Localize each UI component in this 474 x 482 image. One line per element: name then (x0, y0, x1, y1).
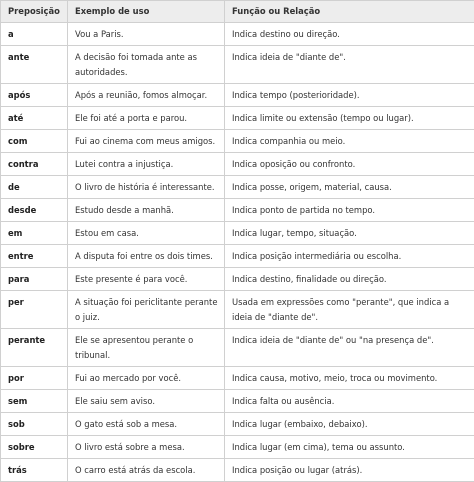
example-cell: Fui ao mercado por você. (68, 367, 225, 390)
example-cell: Ele saiu sem aviso. (68, 390, 225, 413)
table-row: entre A disputa foi entre os dois times.… (1, 245, 474, 268)
example-cell: Estou em casa. (68, 222, 225, 245)
table-row: per A situação foi periclitante perante … (1, 291, 474, 329)
preposition-cell: per (1, 291, 68, 329)
table-row: com Fui ao cinema com meus amigos. Indic… (1, 130, 474, 153)
preposition-cell: desde (1, 199, 68, 222)
example-cell: O livro de história é interessante. (68, 176, 225, 199)
table-row: trás O carro está atrás da escola. Indic… (1, 459, 474, 482)
example-cell: Este presente é para você. (68, 268, 225, 291)
preposition-cell: com (1, 130, 68, 153)
table-row: perante Ele se apresentou perante o trib… (1, 329, 474, 367)
table-row: sem Ele saiu sem aviso. Indica falta ou … (1, 390, 474, 413)
table-row: a Vou a Paris. Indica destino ou direção… (1, 23, 474, 46)
example-cell: Após a reunião, fomos almoçar. (68, 84, 225, 107)
table-row: para Este presente é para você. Indica d… (1, 268, 474, 291)
function-cell: Indica lugar (em cima), tema ou assunto. (225, 436, 474, 459)
table-row: até Ele foi até a porta e parou. Indica … (1, 107, 474, 130)
table-row: desde Estudo desde a manhã. Indica ponto… (1, 199, 474, 222)
function-cell: Indica posição intermediária ou escolha. (225, 245, 474, 268)
example-cell: Estudo desde a manhã. (68, 199, 225, 222)
example-cell: A decisão foi tomada ante as autoridades… (68, 46, 225, 84)
example-cell: O livro está sobre a mesa. (68, 436, 225, 459)
function-cell: Indica falta ou ausência. (225, 390, 474, 413)
function-cell: Indica lugar, tempo, situação. (225, 222, 474, 245)
preposition-cell: perante (1, 329, 68, 367)
table-row: em Estou em casa. Indica lugar, tempo, s… (1, 222, 474, 245)
table-row: ante A decisão foi tomada ante as autori… (1, 46, 474, 84)
example-cell: Fui ao cinema com meus amigos. (68, 130, 225, 153)
header-row: Preposição Exemplo de uso Função ou Rela… (1, 1, 474, 23)
function-cell: Indica ponto de partida no tempo. (225, 199, 474, 222)
column-header-preposicao: Preposição (1, 1, 68, 23)
example-cell: Ele se apresentou perante o tribunal. (68, 329, 225, 367)
preposition-cell: para (1, 268, 68, 291)
example-cell: O gato está sob a mesa. (68, 413, 225, 436)
preposition-cell: contra (1, 153, 68, 176)
table-row: após Após a reunião, fomos almoçar. Indi… (1, 84, 474, 107)
function-cell: Indica posição ou lugar (atrás). (225, 459, 474, 482)
preposition-cell: após (1, 84, 68, 107)
preposition-cell: sobre (1, 436, 68, 459)
function-cell: Indica limite ou extensão (tempo ou luga… (225, 107, 474, 130)
function-cell: Indica causa, motivo, meio, troca ou mov… (225, 367, 474, 390)
preposition-cell: ante (1, 46, 68, 84)
table-row: sob O gato está sob a mesa. Indica lugar… (1, 413, 474, 436)
example-cell: A disputa foi entre os dois times. (68, 245, 225, 268)
preposition-cell: em (1, 222, 68, 245)
example-cell: Lutei contra a injustiça. (68, 153, 225, 176)
function-cell: Indica destino, finalidade ou direção. (225, 268, 474, 291)
function-cell: Indica tempo (posterioridade). (225, 84, 474, 107)
function-cell: Indica oposição ou confronto. (225, 153, 474, 176)
example-cell: O carro está atrás da escola. (68, 459, 225, 482)
table-row: de O livro de história é interessante. I… (1, 176, 474, 199)
preposition-cell: até (1, 107, 68, 130)
preposition-cell: de (1, 176, 68, 199)
example-cell: Vou a Paris. (68, 23, 225, 46)
column-header-exemplo: Exemplo de uso (68, 1, 225, 23)
preposition-cell: entre (1, 245, 68, 268)
function-cell: Indica destino ou direção. (225, 23, 474, 46)
table-row: contra Lutei contra a injustiça. Indica … (1, 153, 474, 176)
preposition-cell: trás (1, 459, 68, 482)
function-cell: Indica ideia de "diante de". (225, 46, 474, 84)
function-cell: Indica lugar (embaixo, debaixo). (225, 413, 474, 436)
preposition-cell: sob (1, 413, 68, 436)
table-row: sobre O livro está sobre a mesa. Indica … (1, 436, 474, 459)
preposition-cell: sem (1, 390, 68, 413)
function-cell: Indica ideia de "diante de" ou "na prese… (225, 329, 474, 367)
column-header-funcao: Função ou Relação (225, 1, 474, 23)
function-cell: Indica posse, origem, material, causa. (225, 176, 474, 199)
example-cell: Ele foi até a porta e parou. (68, 107, 225, 130)
preposition-cell: por (1, 367, 68, 390)
function-cell: Indica companhia ou meio. (225, 130, 474, 153)
table-row: por Fui ao mercado por você. Indica caus… (1, 367, 474, 390)
function-cell: Usada em expressões como "perante", que … (225, 291, 474, 329)
preposition-cell: a (1, 23, 68, 46)
example-cell: A situação foi periclitante perante o ju… (68, 291, 225, 329)
